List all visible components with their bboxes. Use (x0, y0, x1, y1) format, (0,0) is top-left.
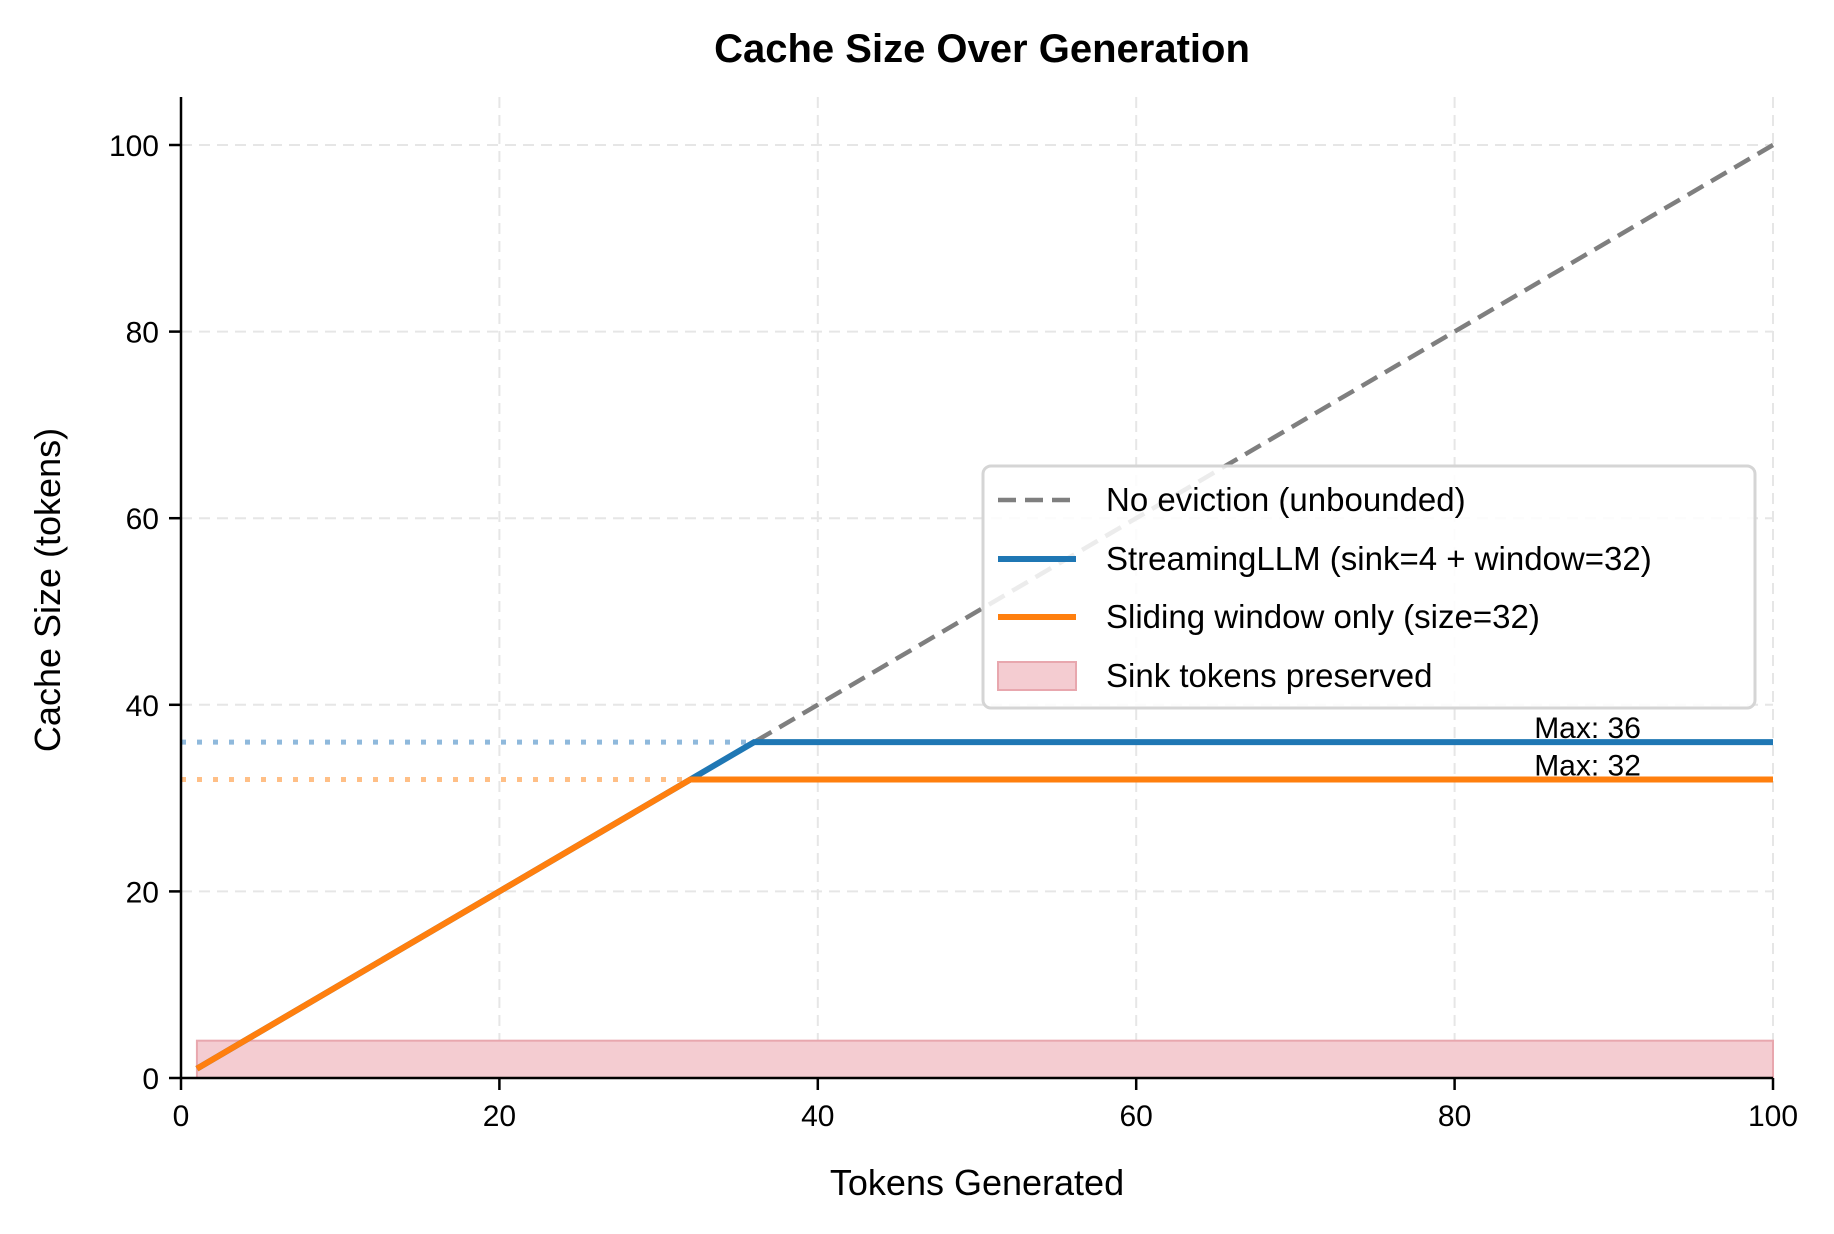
y-tick-label: 20 (126, 876, 159, 909)
y-tick-label: 100 (109, 130, 159, 163)
y-tick-label: 80 (126, 317, 159, 350)
y-tick-label: 60 (126, 503, 159, 536)
legend-label: No eviction (unbounded) (1106, 481, 1466, 518)
series-sliding-window (195, 776, 1773, 1072)
max-reference-lines (181, 739, 755, 782)
x-tick-label: 0 (173, 1100, 190, 1133)
x-axis-label: Tokens Generated (830, 1162, 1124, 1203)
y-tick-label: 0 (142, 1063, 159, 1096)
y-axis-ticks: 0 20 40 60 80 100 (109, 130, 181, 1096)
y-axis-label: Cache Size (tokens) (27, 428, 68, 752)
x-tick-label: 40 (801, 1100, 834, 1133)
chart-title: Cache Size Over Generation (714, 27, 1250, 71)
legend-item-no-eviction: No eviction (unbounded) (998, 481, 1466, 518)
legend-item-streamingllm: StreamingLLM (sink=4 + window=32) (998, 540, 1652, 577)
x-tick-label: 100 (1748, 1100, 1798, 1133)
x-tick-label: 80 (1438, 1100, 1471, 1133)
grid-lines (181, 97, 1774, 1078)
annotation-max-32: Max: 32 (1534, 749, 1641, 782)
legend-label: StreamingLLM (sink=4 + window=32) (1106, 540, 1652, 577)
y-tick-label: 40 (126, 690, 159, 723)
x-axis-ticks: 0 20 40 60 80 100 (173, 1078, 1798, 1133)
legend-item-sliding-window: Sliding window only (size=32) (998, 598, 1540, 635)
filled-patch-icon (997, 661, 1077, 691)
x-tick-label: 60 (1120, 1100, 1153, 1133)
legend: No eviction (unbounded) StreamingLLM (si… (981, 464, 1757, 710)
legend-label: Sink tokens preserved (1106, 657, 1433, 694)
legend-item-sink-tokens: Sink tokens preserved (997, 657, 1433, 694)
annotation-max-36: Max: 36 (1534, 712, 1641, 745)
x-tick-label: 20 (483, 1100, 516, 1133)
series-streamingllm (195, 739, 1773, 1072)
sink-tokens-band (195, 1039, 1774, 1080)
legend-box (981, 464, 1757, 710)
legend-label: Sliding window only (size=32) (1106, 598, 1540, 635)
